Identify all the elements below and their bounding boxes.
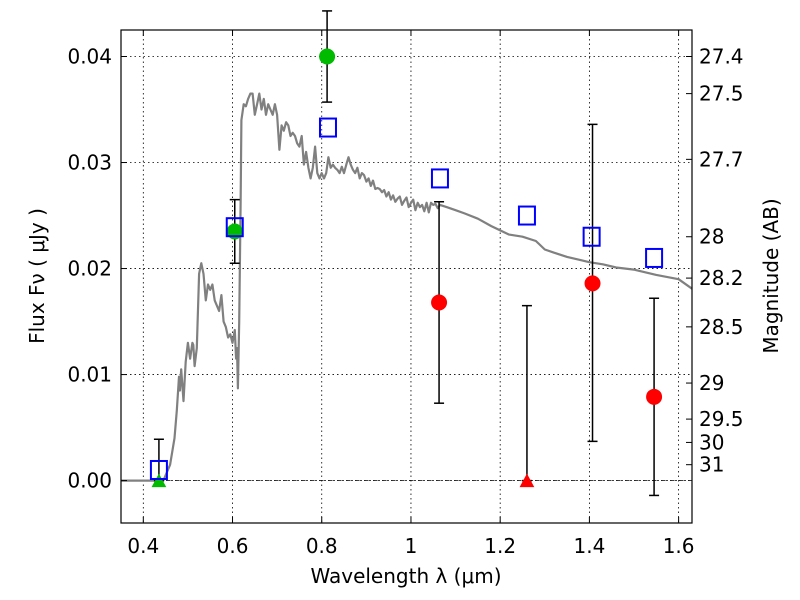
upper-limit-marker: [151, 473, 167, 488]
right-tick-label: 29.5: [699, 407, 744, 431]
right-tick-label: 28.2: [699, 266, 744, 290]
right-tick-label: 27.4: [699, 45, 744, 69]
model-photometry-marker: [430, 168, 449, 189]
right-tick-label: 31: [699, 453, 724, 477]
x-tick-label: 0.8: [306, 534, 338, 558]
x-tick-label: 1.6: [663, 534, 695, 558]
y-axis-right-title: Magnitude (AB): [759, 198, 783, 353]
right-tick-label: 29: [699, 371, 724, 395]
right-tick-label: 27.5: [699, 82, 744, 106]
data-point: [584, 275, 601, 292]
data-point: [646, 388, 663, 405]
right-tick-label: 28: [699, 225, 724, 249]
model-photometry-marker: [149, 459, 168, 480]
y-tick-label: 0.03: [67, 151, 112, 175]
upper-limit-marker: [519, 473, 535, 488]
x-axis: 0.4 0.6 0.8 1 1.2 1.4 1.6: [127, 30, 695, 558]
model-photometry-marker: [582, 226, 601, 247]
model-photometry-marker: [225, 217, 244, 238]
right-tick-label: 27.7: [699, 147, 744, 171]
y-tick-label: 0.00: [67, 469, 112, 493]
y-axis: 0.00 0.01 0.02 0.03 0.04: [67, 45, 127, 493]
x-axis-title: Wavelength λ (μm): [310, 564, 501, 588]
x-tick-label: 0.6: [217, 534, 249, 558]
y-tick-label: 0.04: [67, 45, 112, 69]
y-axis-title: Flux Fν ( μJy ): [25, 208, 49, 344]
right-tick-label: 28.5: [699, 315, 744, 339]
x-tick-label: 0.4: [127, 534, 159, 558]
model-photometry-marker: [645, 247, 664, 268]
data-point: [431, 294, 448, 311]
series-layer: [121, 10, 693, 497]
right-tick-label: 30: [699, 430, 724, 454]
data-point: [319, 48, 336, 65]
plot-frame: [120, 29, 693, 524]
x-tick-label: 1: [405, 534, 418, 558]
x-tick-label: 1.4: [573, 534, 605, 558]
y-tick-label: 0.01: [67, 363, 112, 387]
model-photometry-marker: [517, 205, 536, 226]
grid: [121, 30, 692, 523]
x-tick-label: 1.2: [484, 534, 516, 558]
model-photometry-marker: [318, 117, 337, 138]
y-tick-label: 0.02: [67, 257, 112, 281]
sed-model-line: [121, 92, 693, 482]
